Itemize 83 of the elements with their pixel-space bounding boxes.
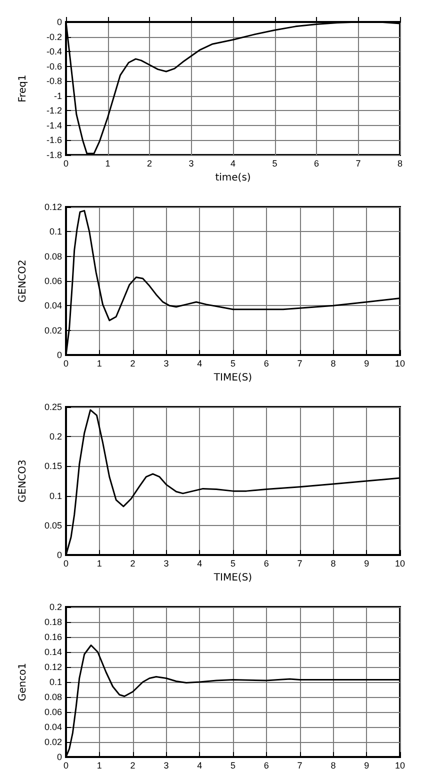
x-tick-label: 1: [105, 158, 110, 168]
y-tick-label: -0.6: [46, 61, 62, 72]
x-tick-label: 5: [230, 558, 236, 568]
x-tick-label: 3: [164, 558, 169, 568]
x-tick-label: 8: [397, 158, 403, 168]
x-tick-label: 8: [330, 558, 336, 568]
y-tick-label: 0.04: [44, 300, 62, 311]
x-tick-label: 10: [394, 358, 406, 368]
x-axis-title: time(s): [215, 172, 251, 184]
y-tick-label: -0.8: [46, 76, 62, 86]
x-tick-label: 9: [364, 558, 370, 568]
y-tick-label: 0.06: [44, 276, 62, 286]
y-tick-label: 0.16: [44, 632, 62, 642]
y-tick-label: -1.8: [46, 150, 62, 160]
x-axis-title: TIME(S): [212, 572, 252, 584]
y-tick-label: -1.2: [46, 106, 62, 116]
x-tick-label: 7: [297, 558, 302, 568]
x-tick-label: 2: [130, 760, 136, 770]
x-tick-label: 0: [63, 158, 69, 168]
y-tick-label: 0.08: [44, 251, 62, 262]
x-tick-label: 0: [63, 358, 69, 368]
y-tick-label: 0.15: [44, 461, 62, 472]
y-tick-label: 0.04: [44, 722, 62, 732]
y-tick-label: 0.02: [44, 737, 62, 747]
y-tick-label: 0.14: [44, 647, 62, 657]
x-tick-label: 8: [330, 358, 336, 368]
x-tick-label: 3: [164, 760, 169, 770]
y-tick-label: 0.1: [49, 226, 62, 237]
x-tick-label: 6: [314, 158, 320, 168]
y-tick-label: -0.4: [46, 46, 62, 57]
y-axis-title: GENCO3: [18, 460, 28, 502]
x-tick-label: 1: [96, 760, 102, 770]
x-tick-label: 10: [394, 760, 406, 770]
x-tick-label: 5: [230, 760, 236, 770]
x-tick-label: 3: [164, 358, 169, 368]
y-tick-label: 0.2: [49, 602, 62, 612]
y-tick-label: 0.25: [44, 402, 62, 412]
y-tick-label: 0: [56, 550, 62, 560]
x-tick-label: 9: [364, 760, 370, 770]
y-axis-title: GENCO2: [18, 260, 28, 302]
y-tick-label: 0.18: [44, 617, 62, 627]
y-tick-label: 0: [56, 752, 62, 762]
x-tick-label: 9: [364, 358, 370, 368]
y-tick-label: 0.12: [44, 202, 62, 212]
x-tick-label: 4: [197, 558, 202, 568]
x-tick-label: 2: [130, 558, 136, 568]
y-tick-label: -1.4: [46, 120, 62, 130]
x-tick-label: 0: [63, 558, 69, 568]
y-tick-label: 0.08: [44, 692, 62, 702]
y-tick-label: 0.12: [44, 662, 62, 672]
x-tick-label: 5: [272, 158, 278, 168]
y-tick-label: 0.02: [44, 325, 62, 336]
x-tick-label: 6: [264, 760, 269, 770]
x-tick-label: 6: [264, 558, 269, 568]
x-tick-label: 6: [264, 358, 269, 368]
x-tick-label: 1: [96, 558, 102, 568]
y-tick-label: 0.05: [44, 520, 62, 530]
x-tick-label: 2: [130, 358, 136, 368]
y-tick-label: 0.1: [49, 677, 62, 687]
y-tick-label: 0: [56, 17, 62, 27]
y-tick-label: 0.1: [49, 490, 62, 501]
y-tick-label: -0.2: [46, 32, 62, 42]
x-tick-label: 4: [230, 158, 236, 168]
x-tick-label: 7: [297, 358, 302, 368]
x-tick-label: 10: [394, 558, 406, 568]
x-tick-label: 4: [197, 358, 202, 368]
x-tick-label: 3: [188, 158, 194, 168]
x-tick-label: 7: [356, 158, 361, 168]
x-tick-label: 5: [230, 358, 236, 368]
y-axis-title: Freq1: [18, 74, 28, 102]
y-axis-title: Genco1: [18, 662, 28, 702]
x-axis-title: TIME(S): [212, 372, 252, 384]
y-tick-label: -1.6: [46, 135, 62, 146]
y-tick-label: 0.06: [44, 707, 62, 717]
x-tick-label: 1: [96, 358, 102, 368]
y-tick-label: 0: [56, 350, 62, 360]
y-tick-label: -1: [54, 90, 62, 101]
x-tick-label: 2: [146, 158, 152, 168]
x-tick-label: 8: [330, 760, 336, 770]
x-tick-label: 7: [297, 760, 302, 770]
x-tick-label: 0: [63, 760, 69, 770]
y-tick-label: 0.2: [49, 432, 62, 442]
x-tick-label: 4: [197, 760, 202, 770]
